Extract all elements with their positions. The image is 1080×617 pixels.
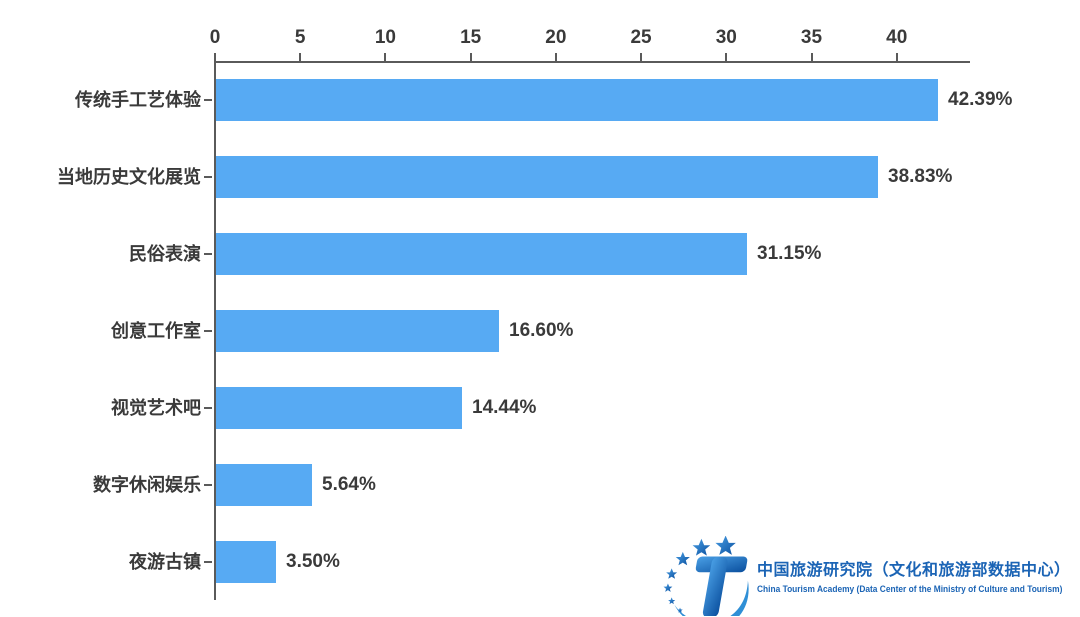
bar	[216, 310, 499, 352]
bar	[216, 233, 747, 275]
bar	[216, 387, 462, 429]
letter-t-icon	[695, 556, 748, 616]
brand-name-en: China Tourism Academy (Data Center of th…	[757, 584, 1063, 594]
category-axis-tick	[204, 407, 212, 409]
y-axis-line	[214, 61, 216, 600]
x-axis-tick-label: 5	[294, 27, 306, 48]
x-axis-tick-label: 35	[800, 27, 823, 48]
category-axis-tick	[204, 176, 212, 178]
brand-name-zh: 中国旅游研究院（文化和旅游部数据中心）	[757, 562, 1071, 579]
bar	[216, 464, 312, 506]
category-label: 创意工作室	[111, 321, 201, 341]
x-axis-tick-label: 25	[630, 27, 652, 48]
x-axis-tick-label: 15	[460, 27, 482, 48]
x-axis-tick-label: 10	[374, 27, 396, 48]
x-axis-tick	[469, 53, 472, 61]
value-label: 3.50%	[286, 551, 340, 572]
x-axis-tick-label: 30	[715, 27, 737, 48]
value-label: 38.83%	[888, 166, 953, 187]
bar	[216, 156, 878, 198]
x-axis-tick	[384, 53, 387, 61]
bar	[216, 541, 276, 583]
x-axis-tick	[214, 53, 216, 61]
category-label: 民俗表演	[129, 244, 201, 264]
x-axis-tick-label: 0	[209, 27, 221, 48]
category-axis-tick	[204, 330, 212, 332]
value-label: 42.39%	[948, 89, 1013, 110]
value-label: 14.44%	[472, 397, 537, 418]
category-axis-tick	[204, 561, 212, 563]
x-axis-tick-label: 40	[886, 27, 908, 48]
value-label: 5.64%	[322, 474, 376, 495]
x-axis-line	[214, 61, 970, 63]
china-tourism-academy-logo-icon	[663, 536, 749, 616]
category-axis-tick	[204, 99, 212, 101]
bar	[216, 79, 938, 121]
category-label: 当地历史文化展览	[57, 167, 201, 187]
x-axis-tick	[810, 53, 813, 61]
x-axis-tick	[895, 53, 898, 61]
value-label: 31.15%	[757, 243, 822, 264]
category-axis-tick	[204, 484, 212, 486]
swoosh-icon	[674, 580, 749, 616]
category-axis-tick	[204, 253, 212, 255]
category-label: 夜游古镇	[129, 552, 201, 572]
x-axis-tick	[299, 53, 302, 61]
category-label: 视觉艺术吧	[111, 398, 201, 418]
x-axis-tick-label: 20	[545, 27, 567, 48]
category-label: 数字休闲娱乐	[93, 475, 201, 495]
x-axis-tick	[554, 53, 557, 61]
x-axis-tick	[725, 53, 728, 61]
x-axis-tick	[640, 53, 643, 61]
category-label: 传统手工艺体验	[75, 90, 201, 110]
value-label: 16.60%	[509, 320, 574, 341]
